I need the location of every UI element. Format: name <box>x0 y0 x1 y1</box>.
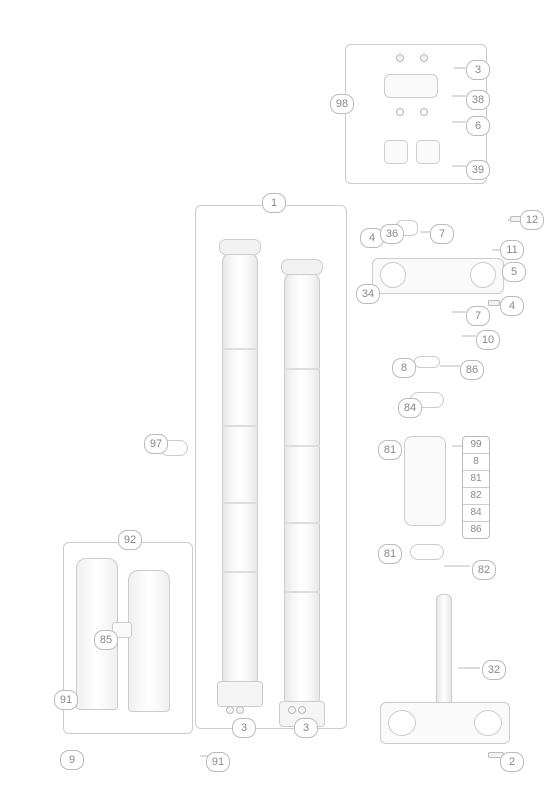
handlebar-clamp-lower-l <box>384 140 408 164</box>
stack-cell: 8 <box>463 454 489 471</box>
steering-stem <box>436 594 452 708</box>
dust-seal <box>414 356 440 368</box>
foot-bolt <box>288 706 296 714</box>
steering-head-tube <box>404 436 446 526</box>
callout-39: 39 <box>466 160 490 180</box>
stack-cell: 81 <box>463 471 489 488</box>
callout-2: 2 <box>500 752 524 772</box>
callout-11: 11 <box>500 240 524 260</box>
callout-12: 12 <box>520 210 544 230</box>
callout-38: 38 <box>466 90 490 110</box>
callout-3: 3 <box>466 60 490 80</box>
foot-bolt <box>298 706 306 714</box>
stack-cell: 82 <box>463 488 489 505</box>
callout-10: 10 <box>476 330 500 350</box>
fork-tube-right <box>284 272 320 704</box>
handlebar-clamp-upper <box>384 74 438 98</box>
bearing-kit-stack: 99 8 81 82 84 86 <box>462 436 490 539</box>
clamp-bore <box>470 262 496 288</box>
callout-7: 7 <box>430 224 454 244</box>
fork-cap <box>281 259 323 275</box>
fork-foot <box>217 681 263 707</box>
fork-guard-right <box>128 570 170 712</box>
clamp-bore <box>388 710 416 736</box>
pinch-bolt <box>488 300 500 306</box>
callout-92: 92 <box>118 530 142 550</box>
callout-81: 81 <box>378 440 402 460</box>
foot-bolt <box>236 706 244 714</box>
stack-cell: 84 <box>463 505 489 522</box>
clamp-bolt <box>420 54 428 62</box>
callout-84: 84 <box>398 398 422 418</box>
callout-9: 9 <box>60 750 84 770</box>
bearing-lower <box>410 544 444 560</box>
fork-cap <box>219 239 261 255</box>
callout-98: 98 <box>330 94 354 114</box>
callout-1: 1 <box>262 193 286 213</box>
callout-32: 32 <box>482 660 506 680</box>
clamp-bore <box>474 710 502 736</box>
clamp-bore <box>380 262 406 288</box>
callout-34: 34 <box>356 284 380 304</box>
callout-8: 8 <box>392 358 416 378</box>
callout-81: 81 <box>378 544 402 564</box>
callout-97: 97 <box>144 434 168 454</box>
callout-3: 3 <box>232 718 256 738</box>
callout-86: 86 <box>460 360 484 380</box>
clamp-bolt <box>396 54 404 62</box>
clamp-bolt <box>396 108 404 116</box>
callout-4: 4 <box>500 296 524 316</box>
callout-82: 82 <box>472 560 496 580</box>
callout-91: 91 <box>206 752 230 772</box>
callout-7: 7 <box>466 306 490 326</box>
callout-91: 91 <box>54 690 78 710</box>
clamp-bolt <box>420 108 428 116</box>
callout-36: 36 <box>380 224 404 244</box>
stack-cell: 86 <box>463 522 489 538</box>
handlebar-clamp-lower-r <box>416 140 440 164</box>
callout-6: 6 <box>466 116 490 136</box>
diagram-canvas: { "meta": { "type": "exploded-parts-diag… <box>0 0 549 798</box>
fork-tube-left <box>222 252 258 684</box>
stack-cell: 99 <box>463 437 489 454</box>
callout-3: 3 <box>294 718 318 738</box>
foot-bolt <box>226 706 234 714</box>
callout-5: 5 <box>502 262 526 282</box>
callout-85: 85 <box>94 630 118 650</box>
main-assembly-frame <box>195 205 347 729</box>
